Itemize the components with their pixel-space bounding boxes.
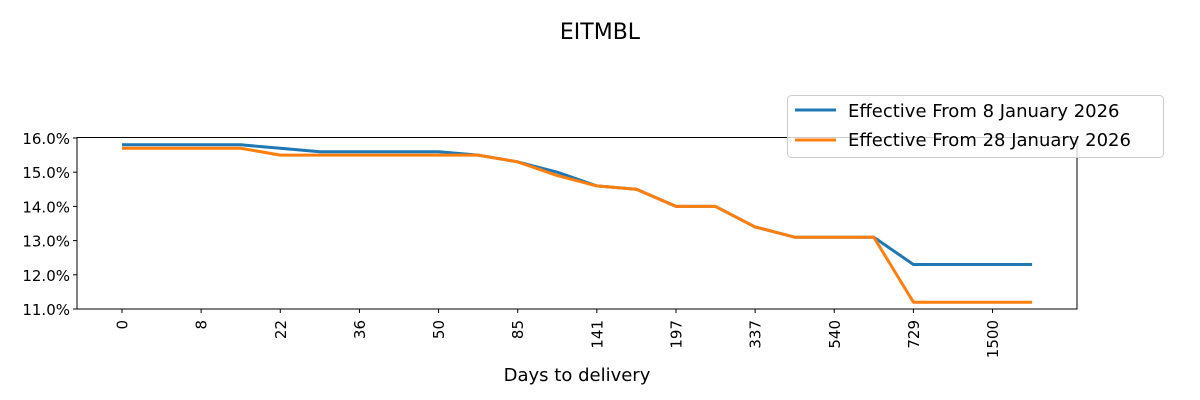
legend: Effective From 8 January 2026 Effective … (787, 95, 1164, 158)
y-tick-label: 11.0% (22, 301, 70, 319)
y-tick-label: 14.0% (22, 198, 70, 216)
legend-label-1: Effective From 28 January 2026 (848, 130, 1131, 151)
x-tick-label: 1500 (984, 320, 1002, 358)
y-tick-label: 16.0% (22, 130, 70, 148)
legend-box (787, 95, 1164, 158)
y-tick-label: 13.0% (22, 233, 70, 251)
plot-area (122, 143, 1033, 304)
x-tick-label: 337 (747, 320, 765, 349)
x-axis-label: Days to delivery (504, 365, 651, 386)
y-axis: 11.0% 12.0% 13.0% 14.0% 15.0% 16.0% (22, 130, 77, 319)
x-tick-label: 729 (905, 320, 923, 349)
x-tick-label: 540 (826, 320, 844, 349)
x-tick-label: 141 (588, 320, 606, 349)
axes-frame (76, 137, 1078, 310)
chart-title: EITMBL (560, 20, 641, 45)
x-axis: 0 8 22 36 50 85 141 197 337 540 729 1500 (114, 309, 1002, 358)
x-tick-label: 50 (430, 320, 448, 339)
x-tick-label: 22 (272, 320, 290, 339)
x-tick-label: 0 (114, 320, 132, 330)
x-tick-label: 85 (509, 320, 527, 339)
y-tick-label: 12.0% (22, 267, 70, 285)
x-tick-label: 8 (193, 320, 211, 330)
legend-label-0: Effective From 8 January 2026 (848, 101, 1120, 122)
y-tick-label: 15.0% (22, 164, 70, 182)
x-tick-label: 36 (351, 320, 369, 339)
x-tick-label: 197 (667, 320, 685, 349)
series-line-0 (122, 143, 1033, 266)
series-line-1 (122, 146, 1033, 304)
